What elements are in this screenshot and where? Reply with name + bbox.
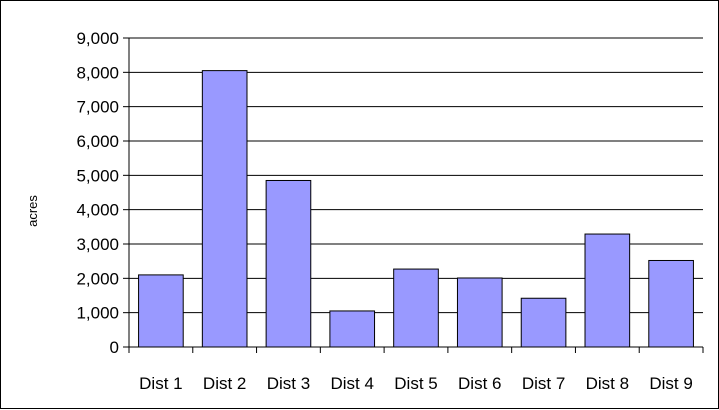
x-tick-label: Dist 3 [267, 374, 310, 393]
bar-dist-9 [648, 259, 694, 348]
y-tick-label: 9,000 [76, 29, 119, 48]
bar-dist-4 [329, 310, 376, 348]
x-tick-label: Dist 4 [330, 374, 373, 393]
axes [123, 37, 704, 353]
y-tick-label: 1,000 [76, 304, 119, 323]
y-tick-label: 2,000 [76, 269, 119, 288]
y-tick-label: 6,000 [76, 132, 119, 151]
x-tick-label: Dist 1 [139, 374, 182, 393]
x-tick-label: Dist 7 [522, 374, 565, 393]
y-tick-label: 5,000 [76, 166, 119, 185]
y-tick-label: 8,000 [76, 63, 119, 82]
x-tick-label: Dist 6 [458, 374, 501, 393]
x-tick-label: Dist 2 [203, 374, 246, 393]
y-axis-title: acres [25, 195, 40, 227]
bar-dist-5 [393, 268, 439, 348]
y-tick-label: 0 [110, 338, 119, 357]
x-tick-label: Dist 5 [394, 374, 437, 393]
bar-dist-2 [201, 70, 248, 348]
x-tick-label: Dist 9 [649, 374, 692, 393]
bar-dist-8 [584, 233, 631, 348]
y-tick-label: 3,000 [76, 235, 119, 254]
bar-dist-3 [265, 179, 312, 348]
x-tick-label: Dist 8 [586, 374, 629, 393]
bars [138, 70, 694, 348]
bar-dist-1 [138, 274, 184, 348]
bar-dist-6 [456, 277, 503, 348]
y-tick-label: 7,000 [76, 98, 119, 117]
y-tick-label: 4,000 [76, 201, 119, 220]
bar-dist-7 [520, 297, 567, 348]
tick-labels: 0 1,000 2,000 3,000 4,000 5,000 6,000 7,000 8,00… [76, 29, 692, 393]
